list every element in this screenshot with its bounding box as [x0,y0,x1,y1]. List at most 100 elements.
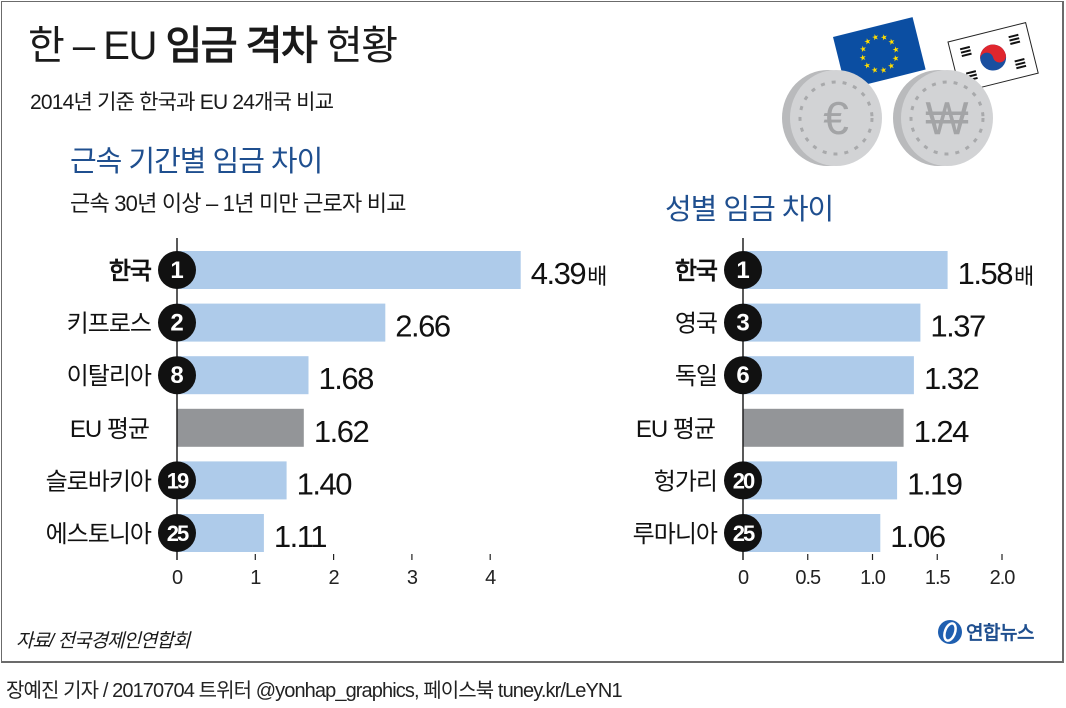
rank-badge [724,514,762,552]
svg-text:₩: ₩ [925,92,969,144]
left-chart-title: 근속 기간별 임금 차이 [70,146,323,178]
value-label: 1.40 [297,466,353,501]
rank-badge-label: 8 [170,362,183,389]
rank-badge-label: 1 [170,257,183,284]
eu-star-icon: ★ [863,60,872,70]
rank-badge [158,303,196,342]
credit-line: 장예진 기자 / 20170704 트위터 @yonhap_graphics, … [6,680,623,702]
value-label: 1.11 [274,519,326,554]
value-number: 1.19 [907,466,962,501]
eu-star-icon: ★ [879,65,888,75]
x-tick-label: 1.0 [860,567,886,589]
value-number: 1.24 [914,414,970,449]
rank-badge-label: 3 [736,310,749,337]
eu-star-icon: ★ [880,32,889,42]
eu-flag-icon: ★★★★★★★★★★ ★★ [833,17,926,90]
euro-coin-icon: € [782,70,882,166]
x-tick-label: 0.5 [795,567,821,589]
value-unit: 배 [587,264,606,289]
right-chart-title: 성별 임금 차이 [665,194,834,226]
rank-badge [724,303,762,342]
left-chart-subtitle: 근속 30년 이상 – 1년 미만 근로자 비교 [70,191,406,216]
rank-badge-label: 2 [170,310,183,337]
title-bold: 임금 격차 [165,24,317,68]
value-label: 1.19 [907,466,962,501]
x-tick-label: 1.5 [925,567,951,589]
bar [743,303,921,342]
bar [743,251,948,289]
rank-badge-label: 19 [167,468,189,493]
eu-star-icon: ★ [871,32,880,42]
value-number: 1.32 [924,361,979,396]
rank-badge [158,514,196,552]
rank-badge [724,356,762,395]
value-label: 1.58배 [958,256,1033,291]
x-tick-label: 2 [329,567,340,589]
x-tick-label: 4 [485,567,496,589]
x-tick-label: 2.0 [990,567,1016,589]
rank-badge [724,251,762,289]
bar [743,514,881,552]
rank-badge-label: 6 [736,362,749,389]
rank-badge-label: 20 [733,468,755,493]
eu-star-icon: ★ [858,53,867,63]
value-number: 1.62 [314,414,369,449]
value-number: 1.68 [319,361,374,396]
title-prefix: 한 – EU [28,24,157,68]
value-label: 1.32 [924,361,979,396]
x-tick-label: 0 [738,567,749,589]
value-number: 1.58 [958,256,1013,291]
value-label: 1.62 [314,414,369,449]
eu-star-icon: ★ [863,36,872,46]
value-label: 1.68 [319,361,374,396]
eu-star-icon: ★ [891,44,900,54]
yonhap-logo-icon [938,619,962,644]
eu-star-icon: ★ [887,61,896,71]
bar [177,251,521,289]
x-tick-label: 1 [250,567,261,589]
category-label: 한국 [675,258,718,285]
value-label: 2.66 [395,309,450,344]
eu-star-icon: ★ [859,44,868,54]
average-bar [743,408,904,447]
bar [743,461,898,500]
won-coin-icon: ₩ [893,70,993,166]
value-label: 1.06 [890,519,945,554]
category-label: 한국 [109,258,152,285]
yonhap-logo-text: 연합뉴스 [966,623,1034,644]
rank-badge [158,461,196,500]
x-tick-label: 3 [407,567,418,589]
value-label: 1.37 [930,309,985,344]
value-number: 1.06 [890,519,945,554]
value-unit: 배 [1014,264,1033,289]
category-label: EU 평균 [70,416,149,443]
rank-badge [724,461,762,500]
category-label: 에스토니아 [46,521,152,548]
category-label: 슬로바키아 [46,468,152,495]
value-number: 4.39 [531,256,586,291]
svg-text:€: € [823,92,849,144]
average-bar [177,408,304,447]
title-suffix: 현황 [325,24,398,68]
eu-star-icon: ★ [891,53,900,63]
page-title: 한 – EU 임금 격차 현황 [28,22,398,70]
rank-badge-label: 25 [733,521,755,546]
yonhap-logo: 연합뉴스 [937,618,1034,645]
category-label: EU 평균 [636,416,715,443]
category-label: 이탈리아 [67,363,152,390]
value-label: 1.24 [914,414,970,449]
category-label: 독일 [675,363,717,390]
page-subtitle: 2014년 기준 한국과 EU 24개국 비교 [30,91,334,114]
infographic-frame [1,1,1064,663]
category-label: 헝가리 [654,468,717,495]
category-label: 키프로스 [67,311,151,338]
value-number: 2.66 [395,309,450,344]
rank-badge-label: 25 [167,521,189,546]
category-label: 루마니아 [633,521,718,548]
bar [177,303,386,342]
eu-star-icon: ★ [887,37,896,47]
rank-badge-label: 1 [736,257,749,284]
eu-star-icon: ★ [870,65,879,75]
value-number: 1.11 [274,519,326,554]
